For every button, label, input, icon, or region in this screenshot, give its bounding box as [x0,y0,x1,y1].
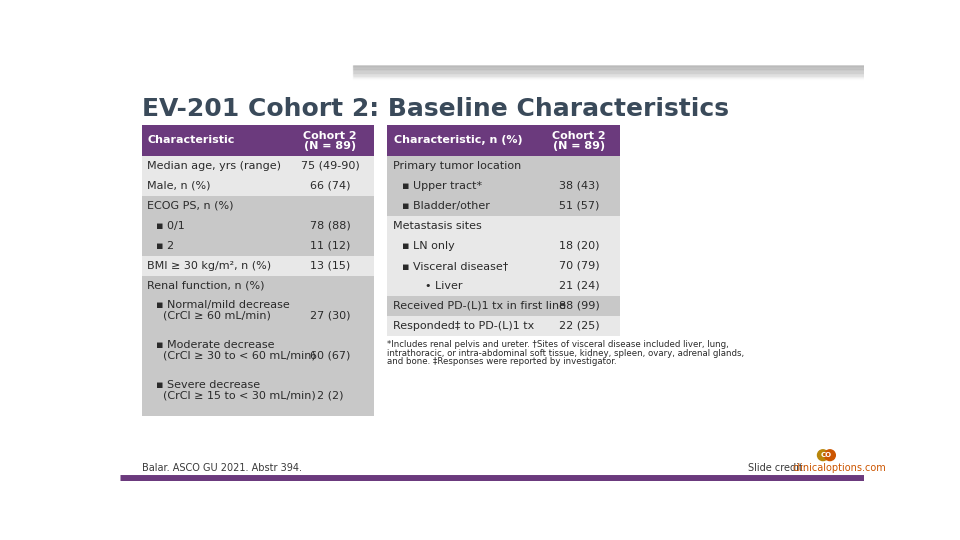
Bar [352,76,864,77]
Text: ▪ Upper tract*: ▪ Upper tract* [402,181,482,191]
Text: 18 (20): 18 (20) [559,241,599,251]
Text: Cohort 2: Cohort 2 [552,131,606,140]
Bar [352,67,864,68]
Bar [352,68,864,69]
Text: 13 (15): 13 (15) [310,261,350,271]
Text: and bone. ‡Responses were reported by investigator.: and bone. ‡Responses were reported by in… [388,357,617,367]
Text: Characteristic, n (%): Characteristic, n (%) [394,135,522,145]
FancyBboxPatch shape [388,195,620,215]
Text: Primary tumor location: Primary tumor location [393,161,521,171]
FancyBboxPatch shape [142,176,374,195]
FancyBboxPatch shape [142,256,374,276]
Bar [352,69,864,70]
FancyBboxPatch shape [142,236,374,256]
Text: 38 (43): 38 (43) [559,181,599,191]
FancyBboxPatch shape [388,296,620,316]
Text: ▪ Severe decrease: ▪ Severe decrease [156,380,260,390]
Text: (N = 89): (N = 89) [304,140,356,151]
Text: ▪ Visceral disease†: ▪ Visceral disease† [402,261,509,271]
Text: ▪ 0/1: ▪ 0/1 [156,221,185,231]
Text: EV-201 Cohort 2: Baseline Characteristics: EV-201 Cohort 2: Baseline Characteristic… [142,97,729,122]
FancyBboxPatch shape [142,125,374,156]
Text: 70 (79): 70 (79) [559,261,599,271]
Circle shape [818,450,828,461]
Text: 51 (57): 51 (57) [559,201,599,211]
Bar [352,78,864,79]
Text: • Liver: • Liver [412,281,463,291]
Text: (CrCl ≥ 60 mL/min): (CrCl ≥ 60 mL/min) [162,310,271,320]
Text: Slide credit:: Slide credit: [748,463,809,473]
FancyBboxPatch shape [388,125,620,156]
Text: Male, n (%): Male, n (%) [147,181,210,191]
Text: Balar. ASCO GU 2021. Abstr 394.: Balar. ASCO GU 2021. Abstr 394. [142,463,301,473]
Bar [352,75,864,76]
FancyBboxPatch shape [142,156,374,176]
Text: Received PD-(L)1 tx in first line: Received PD-(L)1 tx in first line [393,301,565,311]
FancyBboxPatch shape [142,195,374,215]
Text: Characteristic: Characteristic [148,135,235,145]
Text: 78 (88): 78 (88) [310,221,350,231]
Bar [352,74,864,75]
Bar [352,65,864,66]
FancyBboxPatch shape [388,276,620,296]
Text: Renal function, n (%): Renal function, n (%) [147,281,265,291]
FancyBboxPatch shape [388,176,620,195]
Bar [352,73,864,74]
Text: *Includes renal pelvis and ureter. †Sites of visceral disease included liver, lu: *Includes renal pelvis and ureter. †Site… [388,340,730,349]
Text: ECOG PS, n (%): ECOG PS, n (%) [147,201,233,211]
FancyBboxPatch shape [142,276,374,296]
Bar [352,71,864,72]
Text: 11 (12): 11 (12) [310,241,350,251]
FancyBboxPatch shape [388,215,620,236]
Text: Metastasis sites: Metastasis sites [393,221,482,231]
Text: ▪ Bladder/other: ▪ Bladder/other [402,201,490,211]
FancyBboxPatch shape [388,316,620,336]
Text: 2 (2): 2 (2) [317,391,344,401]
FancyBboxPatch shape [142,215,374,236]
Text: intrathoracic, or intra-abdominal soft tissue, kidney, spleen, ovary, adrenal gl: intrathoracic, or intra-abdominal soft t… [388,349,745,358]
Text: Cohort 2: Cohort 2 [303,131,357,140]
Text: 60 (67): 60 (67) [310,351,350,361]
Text: clinicaloptions.com: clinicaloptions.com [793,463,886,473]
FancyBboxPatch shape [388,236,620,256]
Text: ▪ 2: ▪ 2 [156,241,175,251]
Text: BMI ≥ 30 kg/m², n (%): BMI ≥ 30 kg/m², n (%) [147,261,272,271]
Text: Responded‡ to PD-(L)1 tx: Responded‡ to PD-(L)1 tx [393,321,534,331]
FancyBboxPatch shape [142,296,374,336]
Text: 21 (24): 21 (24) [559,281,599,291]
Text: ▪ Moderate decrease: ▪ Moderate decrease [156,340,275,350]
Text: (N = 89): (N = 89) [553,140,605,151]
Text: 27 (30): 27 (30) [310,311,350,321]
Bar [352,77,864,78]
Text: ▪ LN only: ▪ LN only [402,241,455,251]
FancyBboxPatch shape [142,376,374,416]
Text: 88 (99): 88 (99) [559,301,600,311]
Circle shape [825,450,835,461]
Text: 22 (25): 22 (25) [559,321,599,331]
Bar [352,66,864,67]
FancyBboxPatch shape [388,156,620,176]
Bar [352,70,864,71]
Text: (CrCl ≥ 30 to < 60 mL/min): (CrCl ≥ 30 to < 60 mL/min) [162,350,316,361]
Text: (CrCl ≥ 15 to < 30 mL/min): (CrCl ≥ 15 to < 30 mL/min) [162,390,316,401]
FancyBboxPatch shape [388,256,620,276]
FancyBboxPatch shape [142,336,374,376]
Text: Median age, yrs (range): Median age, yrs (range) [147,161,281,171]
Text: 66 (74): 66 (74) [310,181,350,191]
Text: ▪ Normal/mild decrease: ▪ Normal/mild decrease [156,300,290,309]
Bar [352,72,864,73]
Text: 75 (49-90): 75 (49-90) [300,161,359,171]
Text: CO: CO [821,452,831,458]
